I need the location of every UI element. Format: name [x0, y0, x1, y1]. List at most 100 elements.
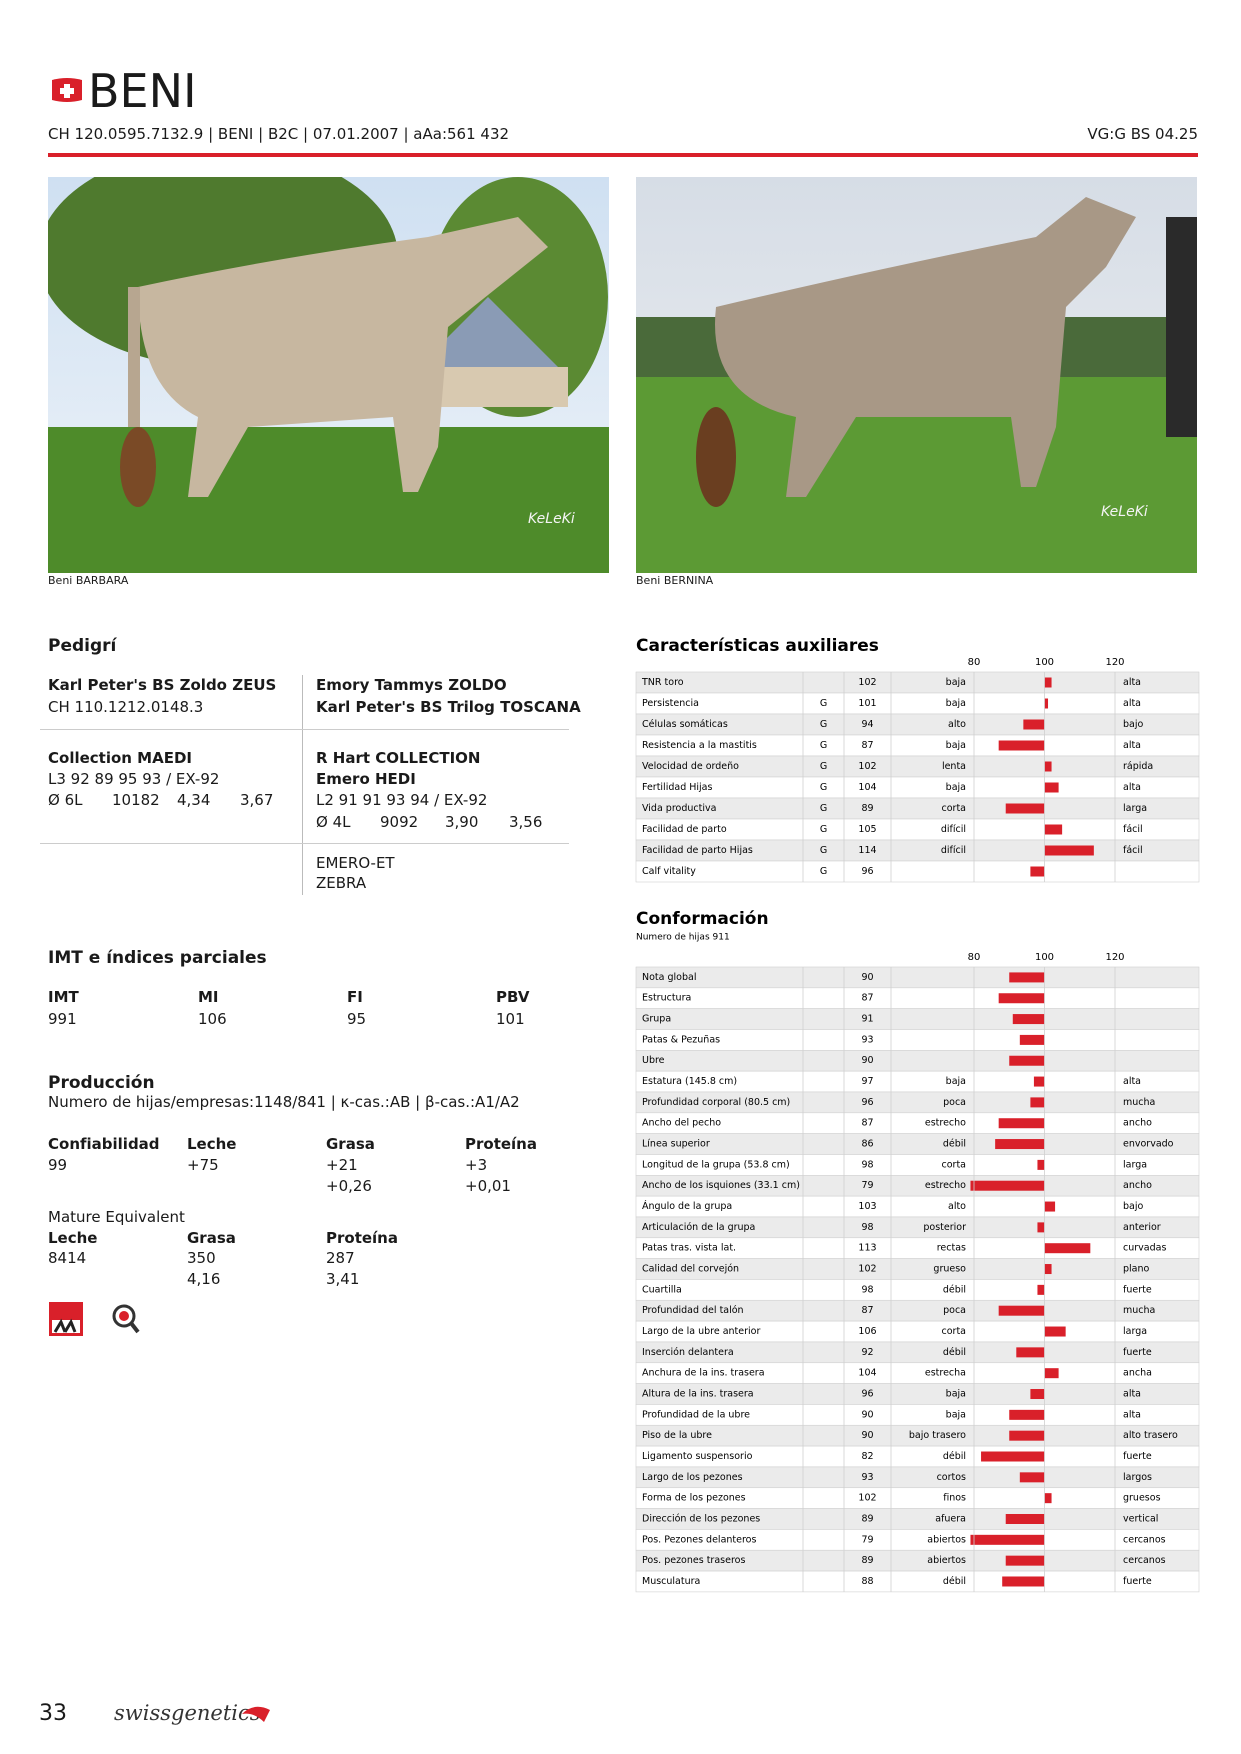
brand-logo: [242, 1706, 270, 1722]
trait-name: Pos. pezones traseros: [642, 1555, 745, 1566]
high-label: bajo: [1123, 1201, 1143, 1212]
production-header: Confiabilidad: [48, 1135, 160, 1153]
pedigree-text: 4,34: [177, 791, 211, 809]
low-label: corta: [942, 1159, 967, 1170]
mature-header: Grasa: [187, 1229, 236, 1247]
pedigree-text: 3,67: [240, 791, 274, 809]
x-tick-label: 80: [968, 657, 981, 668]
bar: [1023, 719, 1045, 730]
bar: [1044, 698, 1049, 709]
bar: [1019, 1034, 1045, 1045]
trait-value: 96: [861, 1097, 873, 1108]
production-subtitle: Numero de hijas/empresas:1148/841 | κ-ca…: [48, 1093, 520, 1111]
low-label: afuera: [935, 1513, 966, 1524]
trait-value: 94: [861, 719, 873, 730]
divider: [302, 675, 303, 895]
trait-name: Persistencia: [642, 698, 699, 709]
low-label: baja: [946, 677, 966, 688]
trait-name: Articulación de la grupa: [642, 1222, 755, 1233]
pedigree-text: L2 91 91 93 94 / EX-92: [316, 791, 488, 809]
bar: [998, 993, 1045, 1004]
table-row: [635, 1008, 1200, 1030]
high-label: alta: [1123, 782, 1141, 793]
production-value: +3: [465, 1156, 488, 1174]
bar: [1005, 1555, 1045, 1566]
page-number: 33: [39, 1701, 67, 1726]
low-label: débil: [943, 1284, 966, 1295]
trait-name: Patas & Pezuñas: [642, 1034, 720, 1045]
mature-header: Proteína: [326, 1229, 398, 1247]
trait-name: Grupa: [642, 1014, 671, 1025]
pedigree-text: Karl Peter's BS Zoldo ZEUS: [48, 676, 277, 694]
bar: [1044, 845, 1094, 856]
production-value: +0,01: [465, 1177, 511, 1195]
photo-caption: Beni BERNINA: [636, 574, 714, 587]
trait-value: 103: [858, 1201, 876, 1212]
low-label: estrecha: [925, 1368, 966, 1379]
trait-value: 105: [858, 824, 876, 835]
divider: [40, 843, 569, 844]
trait-name: Cuartilla: [642, 1284, 682, 1295]
bar: [1044, 761, 1052, 772]
trait-value: 102: [858, 1493, 876, 1504]
genomic-flag: G: [820, 803, 827, 814]
genomic-flag: G: [820, 698, 827, 709]
bar: [1019, 1472, 1045, 1483]
bar: [1044, 1368, 1059, 1379]
swiss-flag: [52, 78, 82, 102]
header-rule: [48, 153, 1198, 157]
trait-name: Fertilidad Hijas: [642, 782, 712, 793]
trait-value: 86: [861, 1139, 873, 1150]
trait-value: 82: [861, 1451, 873, 1462]
high-label: alta: [1123, 1389, 1141, 1400]
low-label: alto: [948, 719, 966, 730]
section-title: Conformación: [636, 909, 769, 929]
mature-value: 350: [187, 1249, 216, 1267]
bar: [1009, 1055, 1045, 1066]
pedigree-text: L3 92 89 95 93 / EX-92: [48, 770, 220, 788]
high-label: mucha: [1123, 1305, 1155, 1316]
bar: [970, 1534, 1045, 1545]
bar: [981, 1451, 1045, 1462]
x-tick-label: 100: [1035, 952, 1054, 963]
trait-value: 79: [861, 1534, 873, 1545]
production-value: +0,26: [326, 1177, 372, 1195]
bar: [998, 1305, 1045, 1316]
high-label: fuerte: [1123, 1451, 1152, 1462]
trait-name: Calidad del corvejón: [642, 1264, 739, 1275]
high-label: alto trasero: [1123, 1430, 1178, 1441]
trait-name: Nota global: [642, 972, 696, 983]
trait-value: 89: [861, 803, 873, 814]
low-label: bajo trasero: [909, 1430, 966, 1441]
mature-header: Leche: [48, 1229, 98, 1247]
high-label: fuerte: [1123, 1576, 1152, 1587]
high-label: alta: [1123, 1409, 1141, 1420]
bar: [1030, 1389, 1045, 1400]
pedigree-text: 9092: [380, 813, 419, 831]
bar: [1044, 1264, 1052, 1275]
bar: [1030, 1097, 1045, 1108]
pedigree-text: Collection MAEDI: [48, 749, 192, 767]
index-header: IMT: [48, 988, 79, 1006]
trait-value: 98: [861, 1284, 873, 1295]
photo-left: KeLeKi: [48, 177, 609, 573]
low-label: alto: [948, 1201, 966, 1212]
trait-name: Profundidad del talón: [642, 1305, 744, 1316]
trait-name: Velocidad de ordeño: [642, 761, 739, 772]
pedigree-text: Karl Peter's BS Trilog TOSCANA: [316, 698, 581, 716]
genomic-flag: G: [820, 719, 827, 730]
pedigree-text: 3,90: [445, 813, 479, 831]
high-label: largos: [1123, 1472, 1152, 1483]
bar: [1037, 1284, 1045, 1295]
genomic-flag: G: [820, 740, 827, 751]
trait-value: 90: [861, 972, 873, 983]
trait-name: Patas tras. vista lat.: [642, 1243, 736, 1254]
high-label: larga: [1123, 1326, 1147, 1337]
bar: [1012, 1014, 1045, 1025]
high-label: mucha: [1123, 1097, 1155, 1108]
id-line: CH 120.0595.7132.9 | BENI | B2C | 07.01.…: [48, 125, 510, 143]
trait-name: Altura de la ins. trasera: [642, 1389, 754, 1400]
section-subtitle: Numero de hijas 911: [636, 933, 730, 943]
title: BENI: [88, 64, 197, 118]
